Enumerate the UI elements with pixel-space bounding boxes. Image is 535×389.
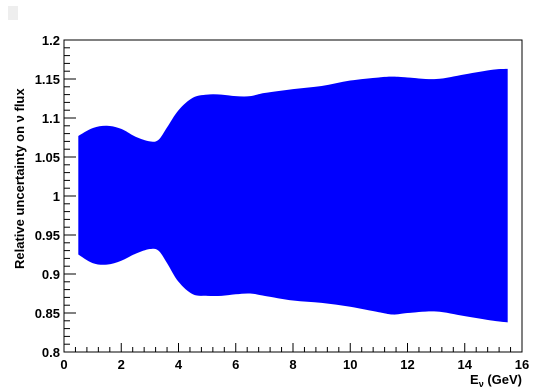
y-tick-label: 0.8 (42, 345, 60, 360)
y-tick-label: 1.2 (42, 33, 60, 48)
y-tick-label: 1.1 (42, 111, 60, 126)
x-axis: 0 2 4 6 8 10 12 14 16 (60, 343, 529, 372)
y-tick-label: 1.05 (35, 150, 60, 165)
x-tick-label: 10 (343, 357, 357, 372)
x-tick-label: 16 (515, 357, 529, 372)
x-tick-label: 12 (400, 357, 414, 372)
y-tick-label: 0.95 (35, 228, 60, 243)
x-tick-label: 8 (289, 357, 296, 372)
x-tick-label: 0 (60, 357, 67, 372)
x-tick-label: 4 (175, 357, 183, 372)
uncertainty-band (78, 68, 508, 323)
x-axis-title-unit: (GeV) (484, 372, 522, 387)
y-tick-label: 1 (53, 189, 60, 204)
x-tick-label: 14 (458, 357, 473, 372)
x-axis-title: Eν (GeV) (470, 372, 522, 389)
x-tick-label: 2 (118, 357, 125, 372)
x-axis-title-subscript: ν (479, 379, 484, 389)
x-axis-title-main: E (470, 372, 479, 387)
x-tick-label: 6 (232, 357, 239, 372)
y-tick-label: 0.9 (42, 267, 60, 282)
y-tick-label: 0.85 (35, 306, 60, 321)
y-axis: 0.8 0.85 0.9 0.95 1 1.05 1.1 1.15 1.2 (35, 33, 76, 360)
y-tick-label: 1.15 (35, 72, 60, 87)
corner-box (8, 6, 18, 20)
y-axis-title: Relative uncertainty on ν flux (12, 88, 27, 269)
